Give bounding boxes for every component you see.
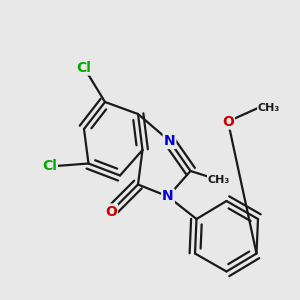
Text: Cl: Cl bbox=[76, 61, 92, 74]
Text: N: N bbox=[164, 134, 175, 148]
Text: CH₃: CH₃ bbox=[258, 103, 280, 113]
Text: O: O bbox=[105, 205, 117, 218]
Text: O: O bbox=[222, 115, 234, 128]
Text: N: N bbox=[162, 190, 174, 203]
Text: Cl: Cl bbox=[42, 160, 57, 173]
Text: CH₃: CH₃ bbox=[208, 175, 230, 185]
